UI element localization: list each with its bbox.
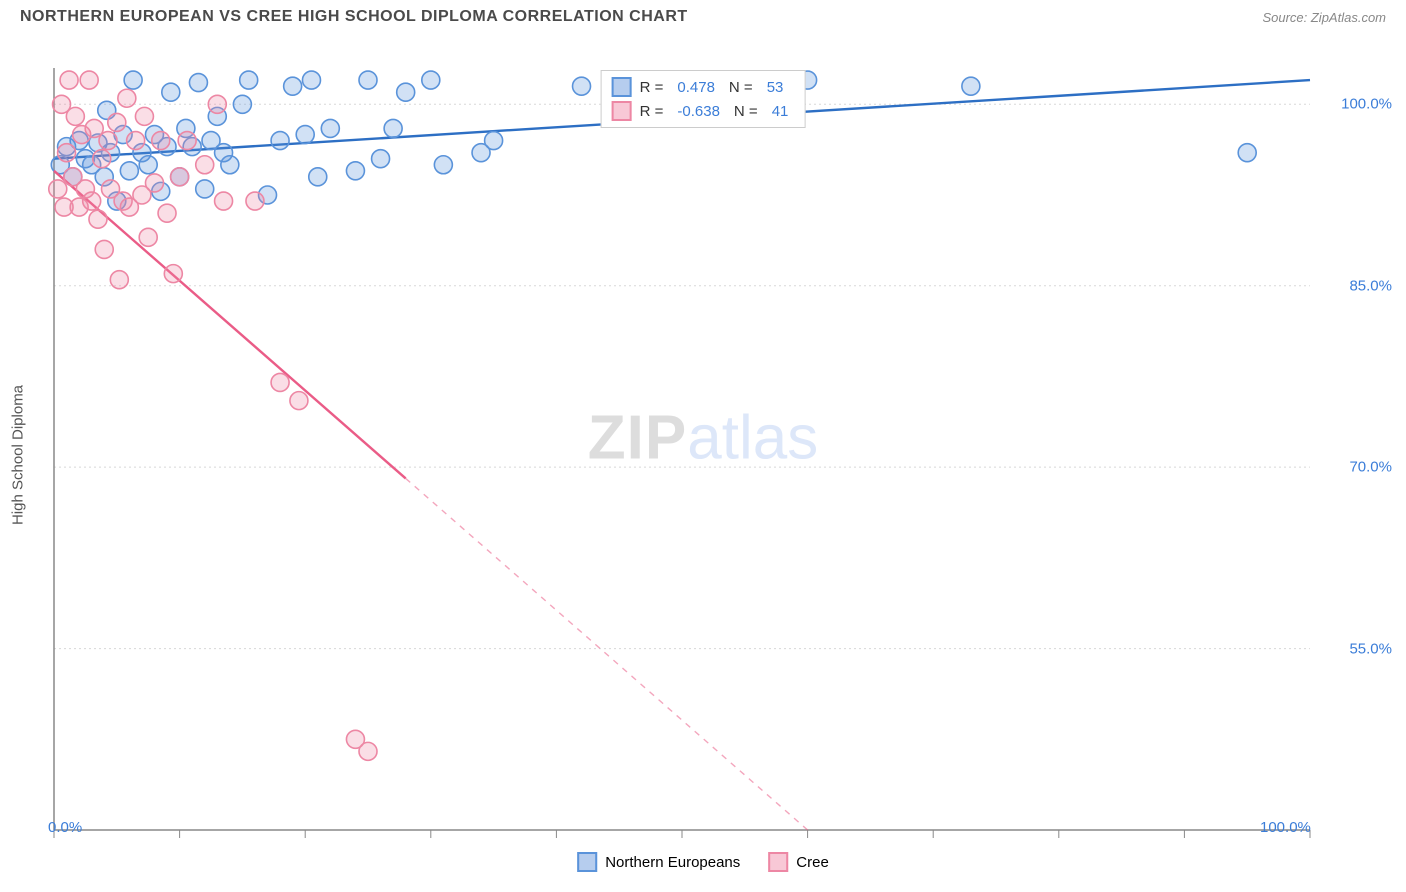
x-tick-label: 100.0% <box>1260 819 1311 836</box>
source-label: Source: ZipAtlas.com <box>1262 10 1386 25</box>
legend-r-value: 0.478 <box>671 79 721 96</box>
legend-r-label: R = <box>640 79 664 96</box>
legend-n-value: 41 <box>766 103 795 120</box>
scatter-plot-svg <box>0 30 1406 880</box>
legend-r-label: R = <box>640 103 664 120</box>
legend-n-value: 53 <box>761 79 790 96</box>
y-tick-label: 100.0% <box>1341 96 1392 113</box>
legend-item: Northern Europeans <box>577 852 740 872</box>
title-bar: NORTHERN EUROPEAN VS CREE HIGH SCHOOL DI… <box>0 0 1406 30</box>
y-tick-label: 55.0% <box>1349 640 1392 657</box>
legend-n-label: N = <box>729 79 753 96</box>
legend-swatch <box>612 101 632 121</box>
legend-item: Cree <box>768 852 829 872</box>
legend-series-label: Cree <box>796 854 829 871</box>
legend-series-label: Northern Europeans <box>605 854 740 871</box>
legend-row: R = -0.638 N = 41 <box>612 99 795 123</box>
series-legend: Northern Europeans Cree <box>577 852 829 872</box>
y-tick-label: 85.0% <box>1349 277 1392 294</box>
legend-r-value: -0.638 <box>671 103 726 120</box>
legend-n-label: N = <box>734 103 758 120</box>
x-tick-label: 0.0% <box>48 819 82 836</box>
chart-area: High School Diploma ZIPatlas R = 0.478 N… <box>0 30 1406 880</box>
legend-swatch <box>612 77 632 97</box>
legend-swatch <box>577 852 597 872</box>
chart-title: NORTHERN EUROPEAN VS CREE HIGH SCHOOL DI… <box>20 8 688 26</box>
y-tick-label: 70.0% <box>1349 459 1392 476</box>
correlation-legend: R = 0.478 N = 53 R = -0.638 N = 41 <box>601 70 806 128</box>
legend-row: R = 0.478 N = 53 <box>612 75 795 99</box>
legend-swatch <box>768 852 788 872</box>
y-axis-label: High School Diploma <box>10 385 27 525</box>
